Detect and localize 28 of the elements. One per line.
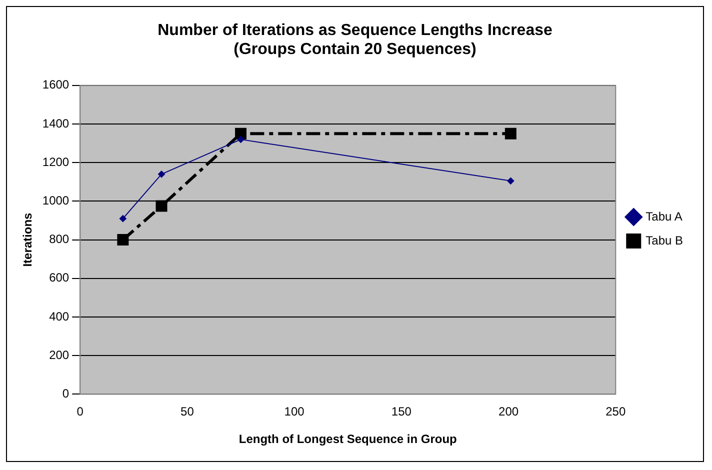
y-tick-label: 400 — [49, 309, 70, 324]
legend-label: Tabu B — [646, 233, 683, 248]
point — [158, 170, 165, 178]
x-tick-label: 0 — [76, 404, 84, 419]
x-tick-label: 200 — [498, 404, 519, 419]
point — [507, 177, 514, 184]
x-axis-title: Length of Longest Sequence in Group — [238, 432, 457, 446]
point — [117, 234, 129, 246]
y-tick-label: 1400 — [42, 116, 70, 130]
point — [156, 200, 168, 212]
point — [119, 215, 126, 222]
x-tick-label: 100 — [284, 404, 305, 419]
point — [235, 128, 246, 140]
y-tick-label: 1000 — [42, 194, 70, 208]
point — [237, 136, 244, 143]
y-tick-label: 200 — [49, 348, 70, 362]
y-tick-label: 0 — [62, 386, 70, 401]
y-tick-label: 800 — [49, 232, 70, 246]
x-tick-label: 250 — [606, 404, 626, 419]
x-tick-label: 50 — [180, 404, 194, 419]
chart-title: Number of Iterations as Sequence Lengths Increase (Groups Contain 20 Sequences) — [158, 22, 552, 58]
y-tick-label: 1600 — [42, 78, 70, 92]
legend-label: Tabu A — [646, 209, 682, 224]
y-tick-label: 600 — [49, 270, 70, 285]
x-tick-label: 150 — [391, 404, 412, 419]
y-axis-title: Iterations — [20, 212, 35, 267]
point — [504, 128, 516, 140]
y-tick-label: 1200 — [42, 154, 70, 169]
